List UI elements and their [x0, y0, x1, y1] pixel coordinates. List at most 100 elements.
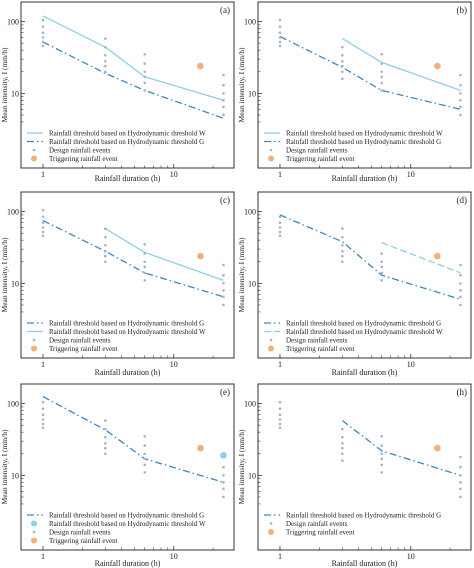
y-tick-label: 10 [248, 279, 256, 288]
design-event-point [41, 44, 45, 48]
y-tick-label: 100 [244, 18, 256, 27]
design-event-point [143, 463, 147, 467]
design-event-point [380, 279, 384, 282]
legend-swatch-dot [32, 530, 36, 534]
legend-label: Rainfall threshold based on Hydrodynamic… [286, 320, 441, 328]
design-event-point [41, 31, 45, 35]
design-event-point [41, 413, 45, 417]
design-event-point [222, 99, 225, 102]
design-event-point [41, 226, 45, 229]
design-event-point [278, 407, 282, 410]
legend-label: Design rainfall events [49, 337, 111, 345]
design-event-point [41, 426, 45, 430]
legend-label: Design rainfall events [286, 337, 348, 345]
design-event-point [459, 99, 462, 102]
design-event-point [459, 92, 462, 95]
y-tick-label: 10 [248, 89, 256, 98]
panel-label: (d) [457, 195, 468, 205]
design-event-point [41, 230, 45, 234]
design-event-point [143, 70, 147, 74]
design-event-point [104, 254, 107, 258]
threshold-line [381, 241, 461, 274]
design-event-point [41, 234, 45, 238]
design-event-point [341, 254, 344, 258]
design-event-point [143, 81, 147, 85]
x-axis-label: Rainfall duration (h) [332, 559, 398, 568]
design-event-point [143, 89, 147, 92]
legend-swatch-dot [269, 338, 273, 342]
design-event-point [278, 36, 282, 39]
threshold-line [42, 220, 224, 298]
design-event-point [459, 487, 462, 491]
y-axis-label: Mean intensity, I (mm/h) [0, 237, 9, 312]
legend-swatch-marker [31, 345, 37, 352]
panel-label: (b) [457, 5, 468, 15]
x-axis-label: Rainfall duration (h) [95, 174, 161, 183]
design-event-point [380, 463, 384, 467]
y-tick-label: 100 [7, 18, 19, 27]
design-event-point [143, 444, 147, 447]
design-event-point [278, 31, 282, 35]
design-event-point [143, 435, 147, 438]
panel-frame [20, 1, 235, 169]
legend-label: Rainfall threshold based on Hydrodynamic… [49, 130, 206, 138]
design-event-point [143, 471, 147, 474]
legend-swatch-dot [269, 522, 273, 525]
panel-frame [20, 191, 235, 359]
event-marker [197, 62, 204, 70]
x-axis-label: Rainfall duration (h) [95, 559, 161, 568]
legend-label: Triggering rainfall event [49, 155, 118, 163]
design-event-point [341, 435, 344, 439]
design-event-point [278, 215, 282, 218]
design-event-point [41, 36, 45, 39]
legend-label: Rainfall threshold based on Hydrodynamic… [286, 512, 441, 520]
design-event-point [341, 59, 344, 63]
y-tick-label: 10 [11, 89, 19, 98]
x-tick-label: 1 [41, 360, 45, 369]
design-event-point [41, 422, 45, 426]
y-tick-label: 100 [244, 400, 256, 409]
design-event-point [278, 422, 282, 426]
chart-panel: (d) 1 10 10 100 Rainfall duration (h) Mean int… [237, 191, 472, 377]
design-event-point [278, 221, 282, 225]
design-event-point [459, 465, 462, 469]
design-event-point [222, 105, 225, 109]
threshold-line [42, 396, 224, 483]
design-event-point [222, 273, 225, 277]
y-axis-label: Mean intensity, I (mm/h) [237, 47, 246, 122]
x-tick-label: 1 [278, 170, 282, 179]
design-event-point [222, 289, 225, 292]
panel-label: (e) [220, 387, 230, 397]
legend-label: Design rainfall events [49, 147, 111, 155]
design-event-point [278, 234, 282, 238]
design-event-point [41, 208, 45, 212]
design-event-point [143, 252, 147, 255]
legend-label: Rainfall threshold based on Hydrodynamic… [49, 320, 204, 328]
design-event-point [222, 465, 225, 469]
design-event-point [459, 289, 462, 292]
design-event-point [341, 77, 344, 81]
y-tick-label: 10 [11, 471, 19, 480]
panel-frame [20, 383, 235, 551]
design-event-point [459, 474, 462, 477]
y-tick-label: 100 [244, 208, 256, 217]
x-axis-label: Rainfall duration (h) [332, 368, 398, 377]
legend-label: Rainfall threshold based on Hydrodynamic… [286, 138, 441, 146]
legend-swatch-marker [268, 155, 274, 162]
event-marker [197, 444, 204, 452]
chart-panel: (b) 1 10 10 100 Rainfall duration (h) Mean int… [237, 1, 472, 183]
design-event-point [459, 273, 462, 277]
design-event-point [222, 113, 225, 117]
design-event-point [459, 113, 462, 117]
design-event-point [104, 64, 107, 68]
design-event-point [380, 53, 384, 56]
design-event-point [341, 452, 344, 456]
design-event-point [278, 25, 282, 28]
design-event-point [459, 303, 462, 307]
design-event-point [380, 89, 384, 92]
design-event-point [41, 25, 45, 28]
design-event-point [459, 105, 462, 109]
design-event-point [278, 230, 282, 234]
legend-label: Rainfall threshold based on Hydrodynamic… [286, 130, 443, 138]
